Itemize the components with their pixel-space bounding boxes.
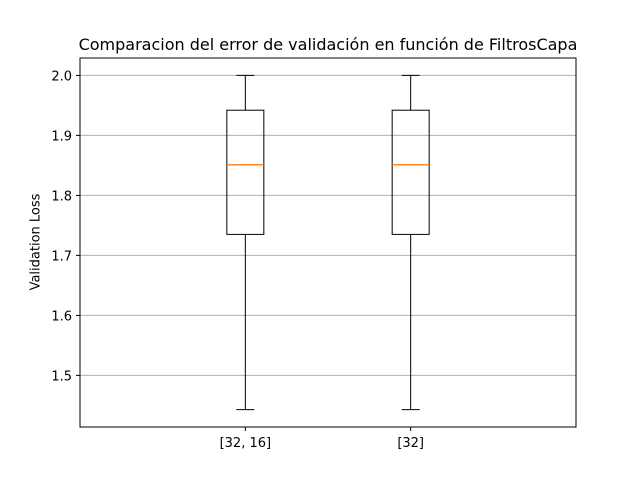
interquartile-box — [226, 109, 265, 235]
y-tick-label: 1.6 — [51, 309, 72, 324]
chart-title: Comparacion del error de validación en f… — [79, 35, 578, 54]
grid-lines — [80, 74, 576, 376]
axis-ticks: 1.5 1.6 1.7 1.8 1.9 2.0 [32, 16] [32] — [51, 69, 424, 451]
y-tick-label: 1.8 — [51, 189, 72, 204]
interquartile-box — [391, 109, 430, 235]
axes-frame — [79, 57, 577, 428]
y-tick-label: 1.5 — [51, 369, 72, 384]
y-tick-label: 2.0 — [51, 69, 72, 84]
box-plot-group — [391, 74, 430, 411]
box-series — [226, 74, 430, 411]
x-tick-label: [32] — [397, 436, 424, 451]
box-plot-group — [226, 74, 265, 411]
y-tick-label: 1.9 — [51, 129, 72, 144]
x-tick-label: [32, 16] — [220, 436, 272, 451]
y-axis-label: Validation Loss — [29, 193, 44, 290]
y-tick-label: 1.7 — [51, 249, 72, 264]
